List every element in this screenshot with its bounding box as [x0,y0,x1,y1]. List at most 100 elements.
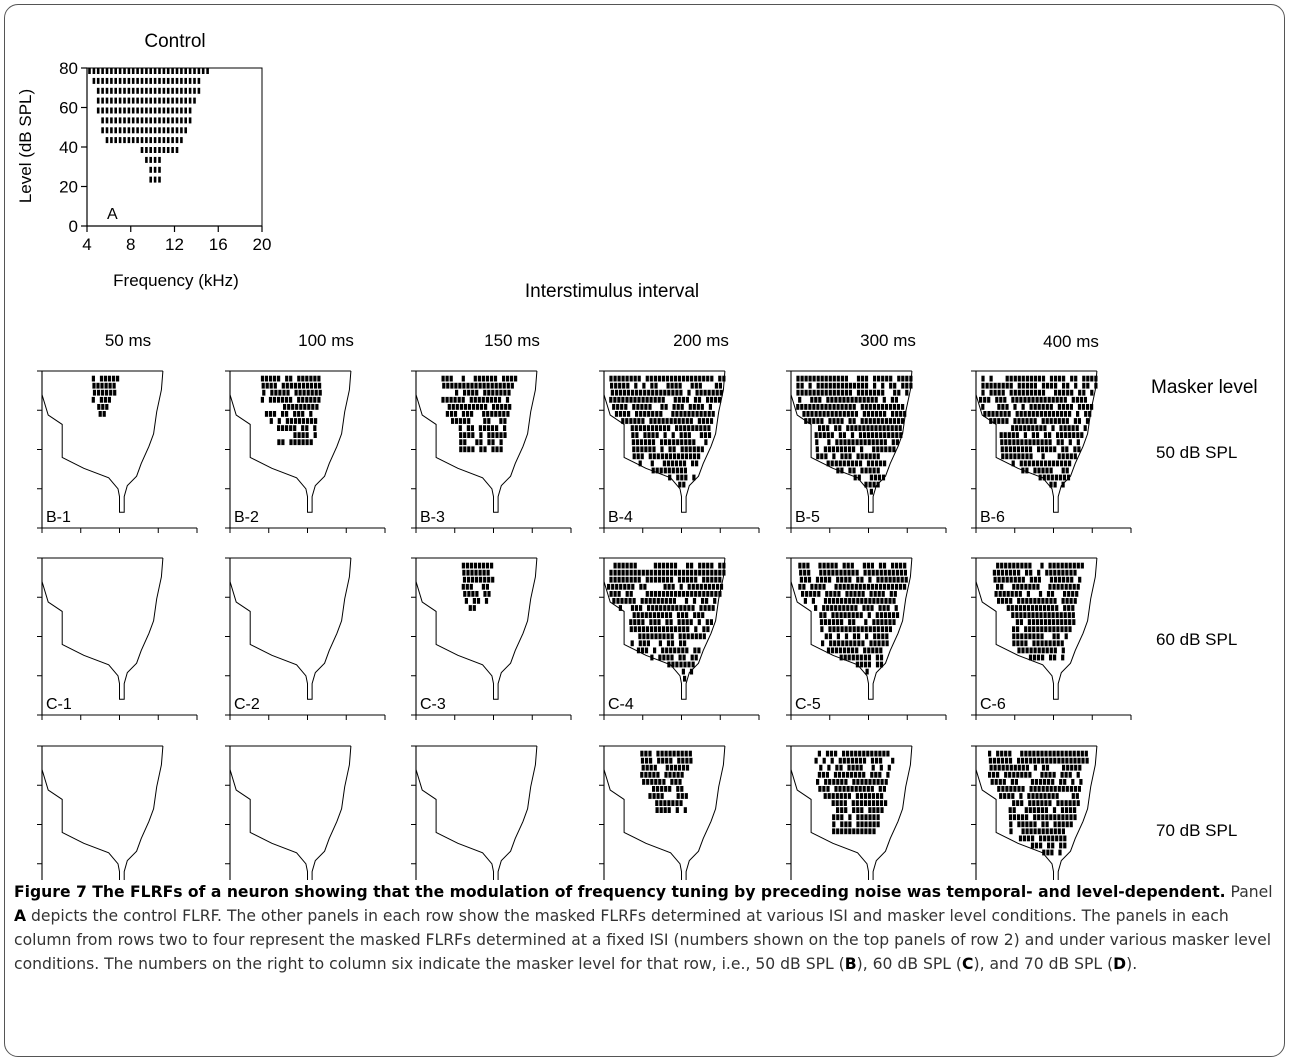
response-dot [632,612,636,618]
response-dot [103,396,107,403]
response-dot [886,605,890,611]
response-dot [1021,814,1025,821]
response-dot [112,382,116,389]
response-dot [1001,576,1005,583]
response-dot [676,612,681,618]
response-dot [613,375,617,382]
response-dot [645,396,649,403]
response-dot [643,439,648,446]
response-dot [1012,771,1016,778]
response-dot [893,382,897,389]
response-dot [889,382,893,389]
response-dot [719,583,724,590]
response-dot [1053,814,1057,821]
response-dot [127,87,131,94]
response-dot [479,404,484,410]
caption-bold: B [844,955,857,973]
response-dot [676,793,680,799]
response-dot [105,127,109,134]
response-dot [1001,453,1005,460]
response-dot [823,612,827,618]
response-dot [1052,771,1056,778]
response-dot [1017,453,1021,460]
response-dot [878,605,882,611]
response-dot [881,375,885,382]
caption-text: ), 60 dB SPL ( [856,955,963,973]
response-dot [671,411,675,417]
response-dot [1027,460,1031,467]
tuning-curve-outline [41,557,164,700]
response-dot [136,77,139,84]
response-dot [1009,828,1013,835]
response-dot [904,576,908,583]
response-dot [832,814,836,821]
response-dot [804,389,808,396]
response-dot [269,375,273,382]
response-dot [703,389,707,396]
response-dot [1016,583,1020,590]
response-dot [1034,605,1039,611]
response-dot [691,605,695,611]
response-dot [864,389,869,396]
response-dot [1004,750,1008,757]
response-dot [1047,605,1051,611]
response-dot [688,404,692,410]
response-dot [840,382,844,389]
response-dot [1016,439,1020,446]
response-dot [694,382,698,389]
response-dot [856,389,861,396]
response-dot [1065,467,1069,474]
response-dot [669,569,674,576]
response-dot [1050,474,1054,481]
response-dot [891,612,896,618]
response-dot [856,576,860,583]
response-dot [289,375,293,382]
response-dot [869,591,873,597]
response-dot [112,375,116,382]
response-dot [861,640,865,647]
response-dot [484,404,488,410]
response-dot [637,375,641,382]
response-dot [686,562,690,569]
response-dot [854,786,858,792]
x-tick-label: 8 [126,235,135,254]
response-dot [903,583,907,590]
response-dot [677,396,681,403]
response-dot [859,612,863,618]
response-dot [868,481,872,488]
response-dot [136,117,139,124]
response-dot [297,382,301,389]
response-dot [1034,842,1039,849]
response-dot [467,591,471,597]
response-dot [646,633,650,640]
response-dot [1053,647,1057,654]
response-dot [682,654,686,661]
flrf-panel: B-2 [225,370,386,533]
response-dot [891,569,895,576]
response-dot [848,453,852,460]
response-dot [633,626,637,633]
response-dot [317,375,321,382]
response-dot [462,569,466,576]
response-dot [1040,562,1044,569]
response-dot [834,750,838,757]
response-dot [659,467,663,474]
response-dot [1028,583,1032,590]
response-dot [877,591,881,597]
response-dot [818,425,822,431]
response-dot [1040,800,1044,806]
response-dot [1032,626,1036,633]
response-dot [471,446,475,453]
response-dot [281,439,285,446]
response-dot [826,396,830,403]
response-dot [1029,598,1033,604]
response-dot [989,764,993,771]
response-dot [1007,432,1011,438]
response-dot [880,779,884,785]
response-dot [1079,396,1083,403]
response-dot [854,757,858,764]
response-dot [1043,396,1047,403]
response-dot [820,576,824,583]
tuning-curve-outline [41,370,164,513]
response-dot [706,562,710,569]
